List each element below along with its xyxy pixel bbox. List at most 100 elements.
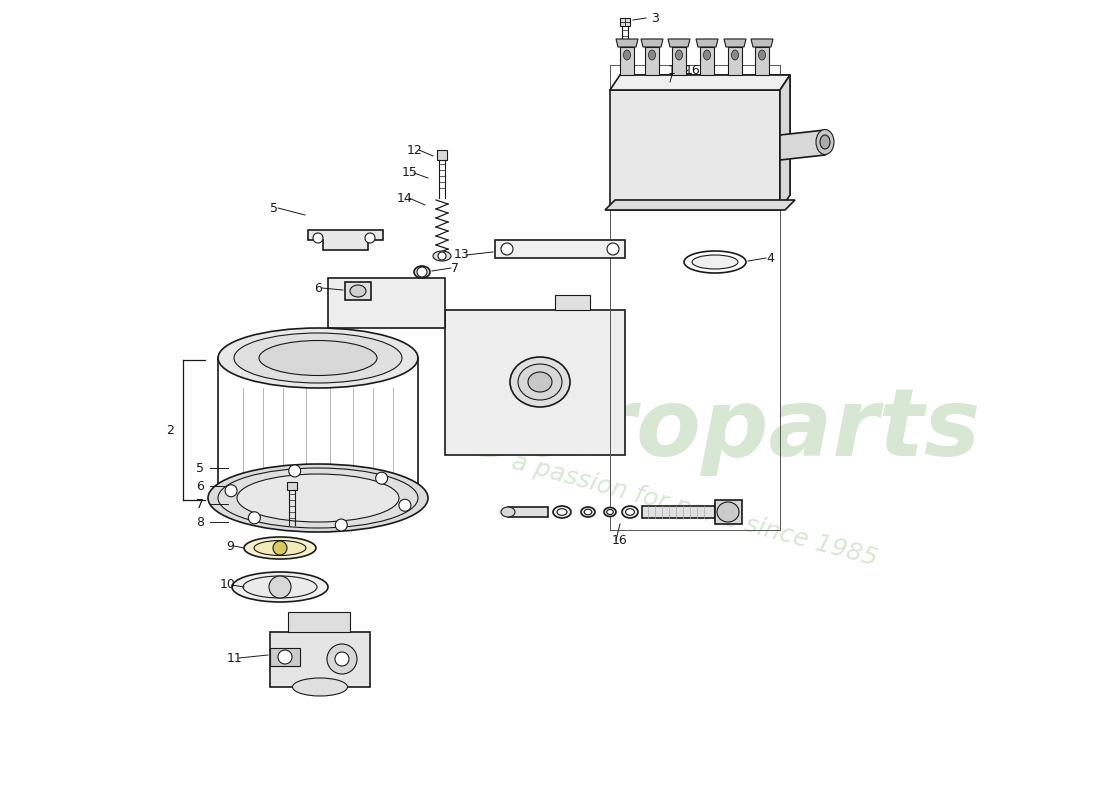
Circle shape [273,541,287,555]
Bar [672,47,686,75]
Polygon shape [668,39,690,47]
Ellipse shape [607,510,614,514]
Circle shape [607,243,619,255]
Ellipse shape [626,509,635,515]
Text: 3: 3 [651,11,659,25]
Text: 6: 6 [315,282,322,294]
Text: 5: 5 [270,202,278,214]
Ellipse shape [414,266,430,278]
Text: 8: 8 [196,515,204,529]
Polygon shape [780,130,825,160]
Text: 14: 14 [397,191,412,205]
Polygon shape [270,648,300,666]
Polygon shape [287,482,297,490]
Ellipse shape [820,135,830,149]
Polygon shape [288,612,350,632]
Text: 16: 16 [612,534,628,546]
Circle shape [438,252,446,260]
Bar [345,282,371,300]
Text: 16: 16 [685,63,701,77]
Ellipse shape [584,510,592,514]
Circle shape [365,233,375,243]
Ellipse shape [649,50,656,60]
Text: 7: 7 [196,498,204,510]
Polygon shape [620,18,630,26]
Polygon shape [641,39,663,47]
Polygon shape [616,39,638,47]
Ellipse shape [234,333,402,383]
Bar [728,47,743,75]
Ellipse shape [759,50,766,60]
Text: 4: 4 [766,251,774,265]
Ellipse shape [500,507,515,517]
Text: a passion for parts since 1985: a passion for parts since 1985 [509,450,880,570]
Text: 15: 15 [403,166,418,179]
Polygon shape [446,310,625,455]
Polygon shape [715,500,742,524]
Text: 12: 12 [407,143,422,157]
Ellipse shape [675,50,682,60]
Ellipse shape [816,130,834,154]
Ellipse shape [528,372,552,392]
Bar [495,240,625,258]
Ellipse shape [232,572,328,602]
Ellipse shape [624,50,630,60]
Polygon shape [308,230,383,250]
Ellipse shape [510,357,570,407]
Ellipse shape [732,50,738,60]
Circle shape [226,485,238,497]
Polygon shape [724,39,746,47]
Ellipse shape [254,541,306,555]
Ellipse shape [518,364,562,400]
Text: 7: 7 [451,262,459,274]
Ellipse shape [704,50,711,60]
Text: 13: 13 [454,249,470,262]
Polygon shape [751,39,773,47]
Polygon shape [556,295,590,310]
Ellipse shape [218,468,418,528]
Polygon shape [610,90,780,210]
Polygon shape [642,506,715,518]
Circle shape [336,519,348,531]
Ellipse shape [557,509,566,515]
Text: 9: 9 [227,539,234,553]
Ellipse shape [581,507,595,517]
Polygon shape [610,75,790,90]
Ellipse shape [553,506,571,518]
Ellipse shape [243,576,317,598]
Circle shape [327,644,358,674]
Ellipse shape [208,464,428,532]
Circle shape [288,465,300,477]
Bar [700,47,714,75]
Polygon shape [620,75,790,195]
Ellipse shape [717,502,739,522]
Bar [645,47,659,75]
Polygon shape [780,75,790,210]
Ellipse shape [621,506,638,518]
Ellipse shape [692,255,738,269]
Bar [620,47,634,75]
Text: 11: 11 [227,651,243,665]
Circle shape [500,243,513,255]
Ellipse shape [604,507,616,517]
Circle shape [375,472,387,484]
Circle shape [270,576,292,598]
Circle shape [399,499,411,511]
Ellipse shape [350,285,366,297]
Bar [755,47,769,75]
Text: 6: 6 [196,479,204,493]
Ellipse shape [293,678,348,696]
Circle shape [336,652,349,666]
Polygon shape [328,278,446,328]
Polygon shape [270,632,370,687]
Text: 10: 10 [220,578,235,591]
Polygon shape [605,200,795,210]
Ellipse shape [433,251,451,261]
Ellipse shape [218,328,418,388]
Ellipse shape [258,341,377,375]
Circle shape [314,233,323,243]
Polygon shape [696,39,718,47]
Circle shape [417,267,427,277]
Ellipse shape [684,251,746,273]
Polygon shape [508,507,548,517]
